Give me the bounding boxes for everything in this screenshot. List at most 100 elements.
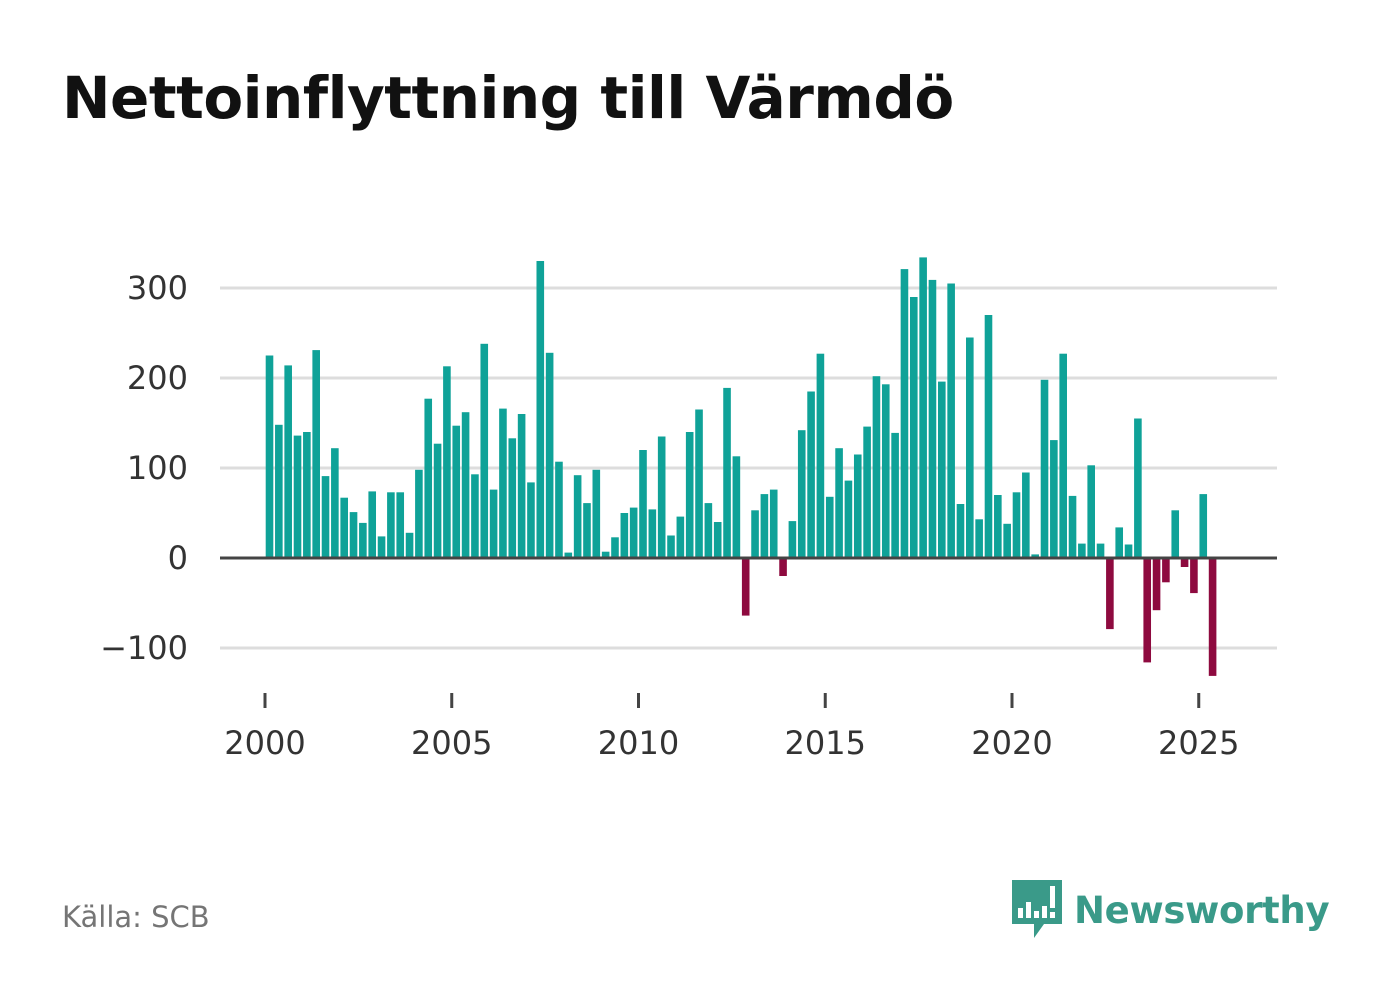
bar (303, 432, 311, 558)
bar (704, 503, 713, 558)
bar (1031, 554, 1039, 558)
x-tick-label: 2015 (785, 724, 866, 762)
bar (900, 269, 909, 558)
bar (293, 435, 302, 558)
bar (723, 387, 731, 558)
bar (1096, 543, 1105, 558)
y-tick-label: 300 (127, 269, 188, 307)
bar (667, 535, 675, 558)
bar (685, 432, 694, 558)
chart-title: Nettoinflyttning till Värmdö (62, 64, 954, 132)
x-tick-label: 2020 (971, 724, 1052, 762)
bar (1208, 558, 1217, 676)
bar (321, 476, 330, 558)
bar (891, 432, 899, 558)
bar (1040, 379, 1049, 558)
bar (508, 438, 517, 558)
bar (461, 412, 470, 558)
bar (312, 350, 320, 558)
bar (751, 510, 759, 558)
grid-layer (220, 286, 1277, 650)
bar (956, 504, 965, 558)
bar (1003, 523, 1011, 558)
bar (872, 376, 881, 558)
bar (1162, 558, 1170, 583)
bar (1190, 558, 1198, 594)
bar (695, 409, 703, 558)
bar (863, 426, 871, 558)
bar (938, 381, 946, 558)
bar (919, 257, 927, 558)
newsworthy-logo-icon (1012, 880, 1062, 938)
bar (396, 492, 405, 558)
bar (928, 279, 937, 558)
bar (471, 474, 479, 558)
bar (480, 343, 489, 558)
bar (741, 558, 750, 616)
bar (611, 537, 619, 558)
x-tick-label: 2010 (598, 724, 679, 762)
axis-layer: −100 0 100 200 300 2000 2005 2010 2015 2020 2025 (100, 269, 1277, 762)
bar (377, 536, 386, 558)
bar (844, 480, 853, 558)
bar (265, 355, 274, 558)
bar (1115, 527, 1124, 558)
y-tick-label: 200 (127, 359, 188, 397)
bar (1152, 558, 1161, 611)
bar (284, 365, 292, 558)
bar (835, 448, 843, 558)
bar (340, 497, 348, 558)
bar (592, 469, 601, 558)
bar (433, 443, 442, 558)
bar (639, 450, 647, 558)
bar (713, 522, 722, 558)
bar (629, 507, 638, 558)
y-tick-label: 100 (127, 449, 188, 487)
bar (573, 475, 582, 558)
bar (499, 408, 507, 558)
bars-layer (265, 257, 1217, 676)
bar (657, 436, 666, 558)
bar (1050, 440, 1058, 558)
bar (881, 384, 890, 558)
bar (359, 522, 367, 558)
bar (966, 337, 974, 558)
bar (1078, 543, 1086, 558)
bar (1124, 544, 1133, 558)
bar (527, 482, 535, 558)
bar (1087, 465, 1095, 558)
bar (853, 454, 862, 558)
bar (816, 353, 825, 558)
bar (555, 461, 563, 558)
bar (1171, 510, 1180, 558)
brand-logo[interactable]: Newsworthy (1012, 880, 1330, 940)
bar (788, 521, 797, 558)
bar (1068, 495, 1077, 558)
bar (583, 503, 591, 558)
bar (331, 448, 339, 558)
bar (732, 456, 741, 558)
bar (1012, 492, 1021, 558)
x-tick-label: 2000 (224, 724, 305, 762)
bar (648, 509, 657, 558)
bar (676, 516, 685, 558)
bar (564, 552, 573, 558)
bar (1199, 494, 1208, 558)
bar (797, 430, 806, 558)
bar (825, 496, 834, 558)
bar (601, 551, 610, 558)
bar (368, 491, 377, 558)
bar (769, 489, 778, 558)
bar (620, 513, 629, 558)
bar (349, 512, 358, 558)
x-tick-label: 2025 (1158, 724, 1239, 762)
bar (536, 261, 545, 558)
y-tick-label: 0 (168, 539, 188, 577)
brand-name: Newsworthy (1074, 888, 1330, 932)
bar (909, 297, 918, 558)
bar (424, 398, 433, 558)
bar (975, 519, 983, 558)
bar (489, 489, 498, 558)
bar (387, 492, 395, 558)
bar (275, 424, 283, 558)
